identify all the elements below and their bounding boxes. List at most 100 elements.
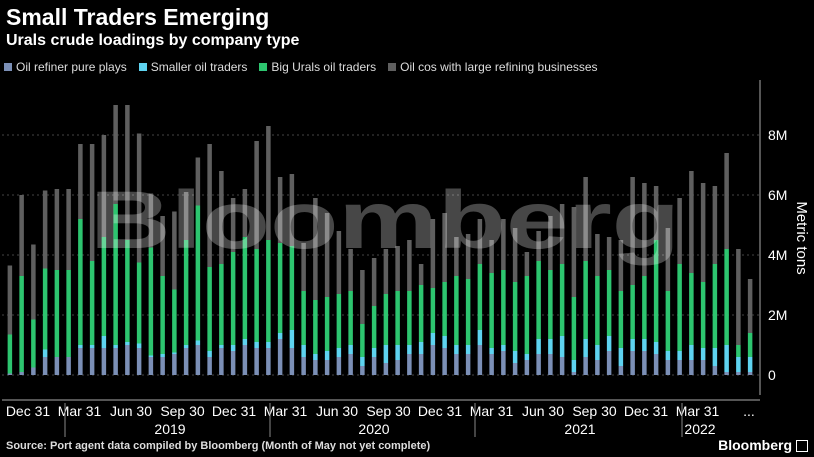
bar-segment-3	[536, 261, 541, 339]
bar-segment-2	[724, 345, 729, 372]
bar-segment-2	[172, 352, 177, 354]
bar-segment-3	[712, 264, 718, 348]
bar-segment-4	[465, 234, 471, 279]
bar-segment-2	[677, 351, 682, 360]
bar-segment-4	[42, 190, 48, 269]
bar-segment-3	[418, 285, 424, 342]
bar-segment-4	[712, 186, 718, 264]
bar-segment-3	[442, 282, 447, 336]
bar-segment-3	[724, 249, 729, 345]
bar-segment-4	[736, 249, 741, 345]
bar-segment-4	[559, 204, 565, 264]
bar-segment-1	[465, 354, 471, 375]
bar-segment-4	[524, 252, 530, 276]
bar-segment-1	[66, 357, 71, 375]
bar-segment-1	[125, 345, 130, 375]
source-note: Source: Port agent data compiled by Bloo…	[6, 440, 431, 452]
bar-segment-1	[42, 357, 48, 375]
x-tick-label: Dec 31	[624, 403, 669, 419]
bar-segment-2	[371, 348, 377, 357]
bar-segment-2	[465, 345, 471, 354]
bar-segment-3	[524, 276, 530, 354]
bar-segment-1	[395, 360, 400, 375]
y-tick-label: 2M	[768, 307, 787, 323]
bar-segment-3	[78, 219, 83, 345]
bar-segment-4	[31, 244, 36, 320]
bar-segment-1	[31, 367, 36, 375]
bar-segment-2	[712, 348, 718, 366]
bar-segment-1	[724, 372, 729, 375]
bar-segment-4	[595, 234, 600, 276]
bar-segment-3	[66, 270, 71, 357]
bar-segment-4	[242, 189, 248, 237]
bar-segment-3	[277, 243, 283, 333]
bar-segment-2	[548, 339, 553, 354]
bar-segment-3	[136, 262, 142, 344]
bar-segment-1	[418, 354, 424, 375]
bar-segment-4	[689, 171, 694, 273]
year-label: 2021	[564, 421, 595, 437]
bar-segment-4	[606, 237, 612, 270]
bar-segment-1	[689, 360, 694, 375]
bar-segment-3	[618, 291, 624, 348]
bar-segment-3	[101, 237, 107, 336]
bar-segment-4	[219, 171, 224, 264]
bar-segment-2	[383, 345, 389, 363]
bar-segment-1	[7, 373, 13, 375]
bar-segment-1	[536, 354, 541, 375]
bar-segment-2	[289, 330, 295, 348]
bar-segment-1	[677, 360, 682, 375]
bar-segment-3	[465, 279, 471, 345]
bar-segment-1	[89, 348, 95, 375]
y-tick-label: 6M	[768, 187, 787, 203]
bar-segment-2	[536, 339, 541, 354]
bar-segment-1	[101, 348, 107, 375]
bar-segment-4	[19, 195, 24, 276]
bar-segment-1	[113, 348, 118, 375]
bar-segment-2	[266, 342, 271, 348]
bar-segment-2	[736, 357, 741, 372]
bar-segment-2	[183, 345, 189, 348]
chart-subtitle: Urals crude loadings by company type	[6, 32, 300, 49]
bar-segment-1	[524, 360, 530, 375]
bar-segment-4	[512, 228, 518, 282]
bar-segment-2	[747, 357, 753, 372]
bar-segment-4	[360, 270, 365, 324]
bar-segment-2	[219, 345, 224, 348]
bar-segment-2	[336, 348, 342, 357]
bar-segment-1	[207, 357, 212, 375]
bar-segment-1	[183, 348, 189, 375]
watermark: Bloomberg	[90, 175, 680, 266]
x-tick-label: Jun 30	[522, 403, 564, 419]
bar-segment-4	[266, 126, 271, 240]
bar-segment-2	[618, 348, 624, 366]
bar-segment-1	[348, 354, 353, 375]
bar-segment-1	[630, 351, 635, 375]
bar-segment-3	[653, 240, 659, 342]
bar-segment-1	[489, 354, 494, 375]
x-tick-label: Mar 31	[470, 403, 514, 419]
bar-segment-4	[583, 177, 588, 261]
bar-segment-1	[301, 357, 306, 375]
bar-segment-2	[207, 351, 212, 357]
legend-label-small-traders: Smaller oil traders	[150, 60, 248, 74]
bar-segment-2	[583, 339, 588, 357]
bar-segment-2	[477, 330, 483, 345]
bar-segment-1	[501, 351, 506, 375]
bar-segment-2	[348, 345, 353, 354]
bar-segment-3	[642, 276, 647, 339]
bar-segment-1	[266, 348, 271, 375]
bar-segment-2	[559, 336, 565, 357]
bar-segment-3	[360, 324, 365, 357]
bar-segment-2	[360, 357, 365, 366]
bar-segment-4	[700, 183, 706, 282]
chart-icon	[796, 440, 808, 453]
bar-segment-1	[595, 360, 600, 375]
bar-segment-1	[747, 372, 753, 375]
bar-segment-3	[395, 291, 400, 345]
legend-item-oil-cos: Oil cos with large refining businesses	[388, 60, 598, 74]
bar-segment-1	[712, 366, 718, 375]
bar-segment-3	[148, 247, 154, 356]
bar-segment-4	[442, 213, 447, 282]
